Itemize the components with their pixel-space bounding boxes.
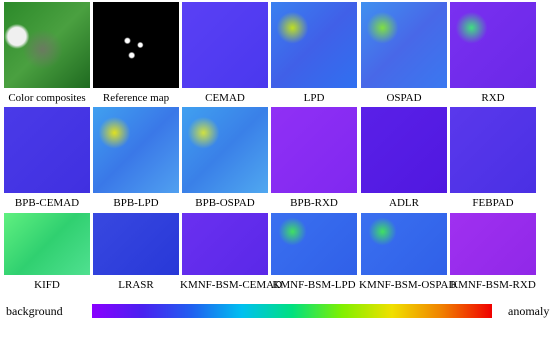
colorbar-low-label: background [6,304,63,318]
result-image [182,2,268,88]
result-image [361,213,447,275]
image-label: KMNF-BSM-RXD [450,279,536,291]
result-image [4,213,90,275]
result-image [271,213,357,275]
image-label: RXD [481,92,505,104]
result-image [4,2,90,88]
result-image [450,213,536,275]
image-label: KMNF-BSM-CEMAD [180,279,283,291]
result-image [93,213,179,275]
result-image [450,107,536,193]
image-label: BPB-CEMAD [14,197,80,209]
image-label: BPB-RXD [290,197,338,209]
result-image [361,107,447,193]
image-label: KMNF-BSM-OSPAD [359,279,457,291]
image-label: LRASR [118,279,154,291]
image-label: BPB-OSPAD [195,197,255,209]
image-label: KMNF-BSM-LPD [272,279,356,291]
image-label: LPD [303,92,325,104]
result-image [182,107,268,193]
image-label: Color composites [8,92,86,104]
image-label: CEMAD [205,92,245,104]
result-image [93,2,179,88]
result-image [93,107,179,193]
image-label: FEBPAD [472,197,514,209]
image-label: Reference map [102,92,170,104]
image-label: KIFD [34,279,60,291]
result-image [271,2,357,88]
colorbar-high-label: anomaly [508,304,550,318]
image-label: ADLR [389,197,419,209]
result-image [4,107,90,193]
result-image [361,2,447,88]
result-image [182,213,268,275]
image-label: BPB-LPD [113,197,159,209]
result-image [450,2,536,88]
image-label: OSPAD [386,92,422,104]
colorbar [92,304,492,318]
result-image [271,107,357,193]
